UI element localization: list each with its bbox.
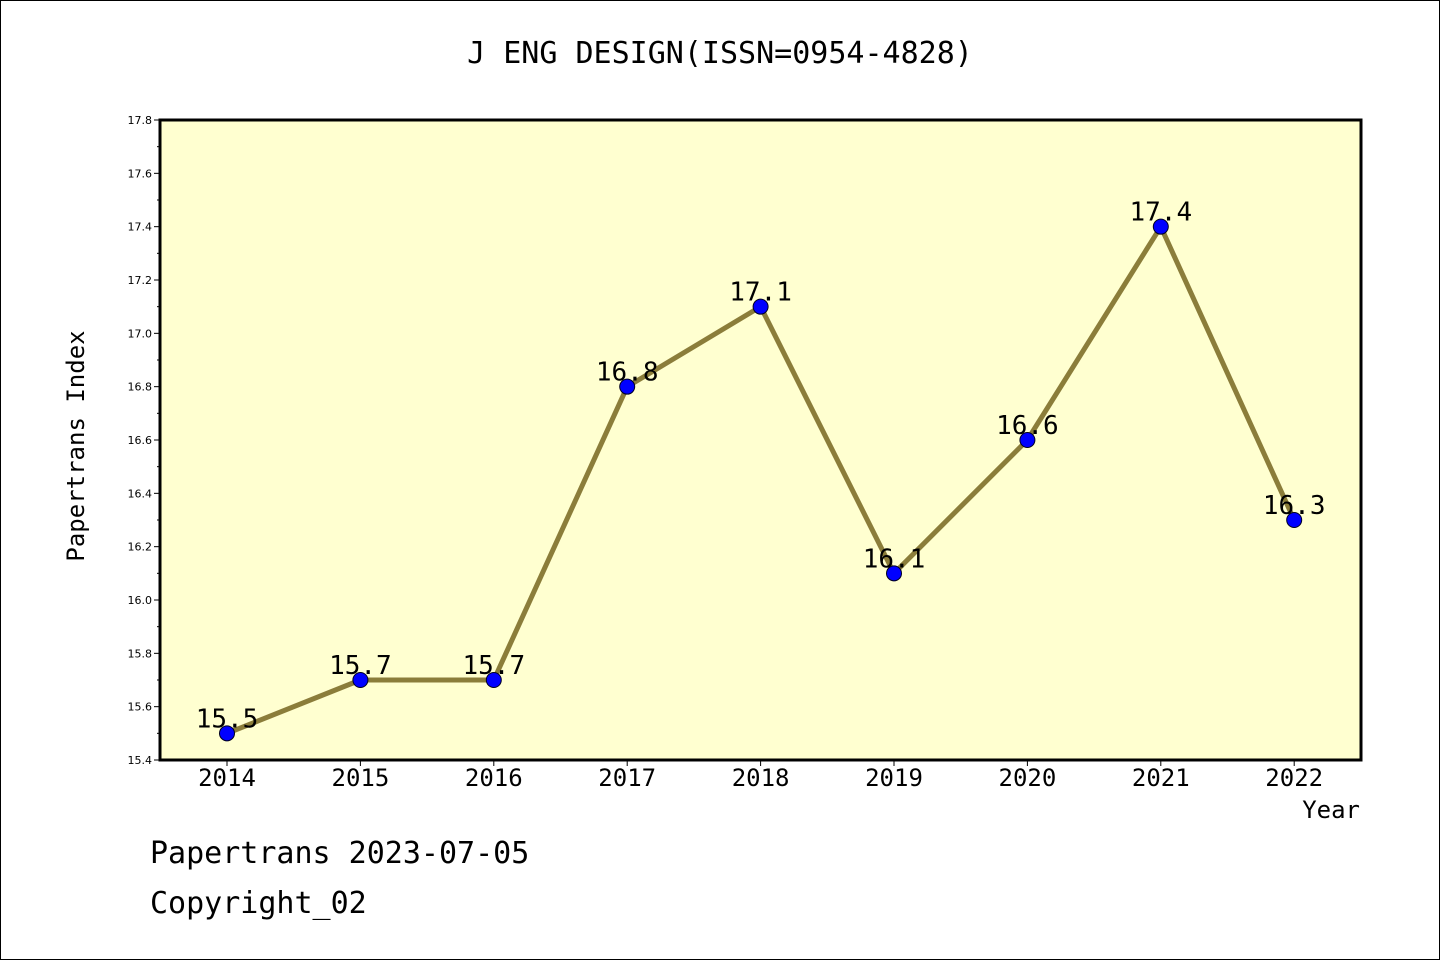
data-point	[352, 672, 369, 688]
footer-date: Papertrans 2023-07-05	[150, 836, 530, 871]
y-tick-label: 16.6	[128, 434, 153, 447]
x-tick-label: 2021	[1132, 764, 1190, 792]
y-axis-label: Papertrans Index	[62, 330, 90, 562]
data-label: 16.3	[1263, 491, 1326, 521]
y-tick-label: 17.0	[128, 327, 153, 340]
footer-copyright: Copyright_02	[150, 886, 367, 921]
y-tick-label: 15.4	[128, 754, 153, 767]
x-tick-label: 2015	[332, 764, 390, 792]
y-tick-label: 16.8	[128, 381, 153, 394]
x-tick-label: 2019	[865, 764, 923, 792]
y-tick-label: 17.2	[128, 274, 153, 287]
chart-title: J ENG DESIGN(ISSN=0954-4828)	[467, 36, 973, 71]
y-tick-label: 17.4	[128, 221, 153, 234]
y-tick-label: 15.8	[128, 647, 153, 660]
data-point	[1019, 432, 1036, 448]
data-point	[619, 378, 636, 395]
x-tick-label: 2017	[598, 764, 656, 792]
data-label: 15.5	[196, 704, 259, 734]
x-tick-label: 2018	[732, 764, 790, 792]
x-axis-label: Year	[1302, 796, 1360, 824]
plot-border	[158, 118, 1363, 762]
data-point	[485, 672, 502, 688]
y-tick-label: 16.2	[128, 541, 153, 554]
data-label: 15.7	[329, 651, 392, 681]
data-point	[886, 565, 902, 582]
y-tick-label: 16.4	[128, 487, 153, 500]
data-label: 15.7	[462, 651, 525, 681]
data-point	[1286, 512, 1303, 528]
data-label: 17.4	[1129, 198, 1192, 228]
data-point	[1152, 218, 1169, 235]
x-tick-label: 2014	[198, 764, 256, 792]
data-label: 16.8	[596, 358, 659, 388]
data-label: 16.1	[863, 544, 926, 574]
y-tick-label: 17.6	[128, 167, 153, 180]
x-tick-label: 2020	[999, 764, 1057, 792]
data-label: 17.1	[729, 278, 792, 308]
y-tick-label: 17.8	[128, 114, 153, 127]
x-tick-label: 2016	[465, 764, 523, 792]
data-label: 16.6	[996, 411, 1059, 441]
y-tick-label: 15.6	[128, 701, 153, 714]
x-tick-label: 2022	[1265, 764, 1323, 792]
y-tick-label: 16.0	[128, 594, 153, 607]
data-point	[219, 725, 235, 742]
data-point	[752, 298, 769, 315]
